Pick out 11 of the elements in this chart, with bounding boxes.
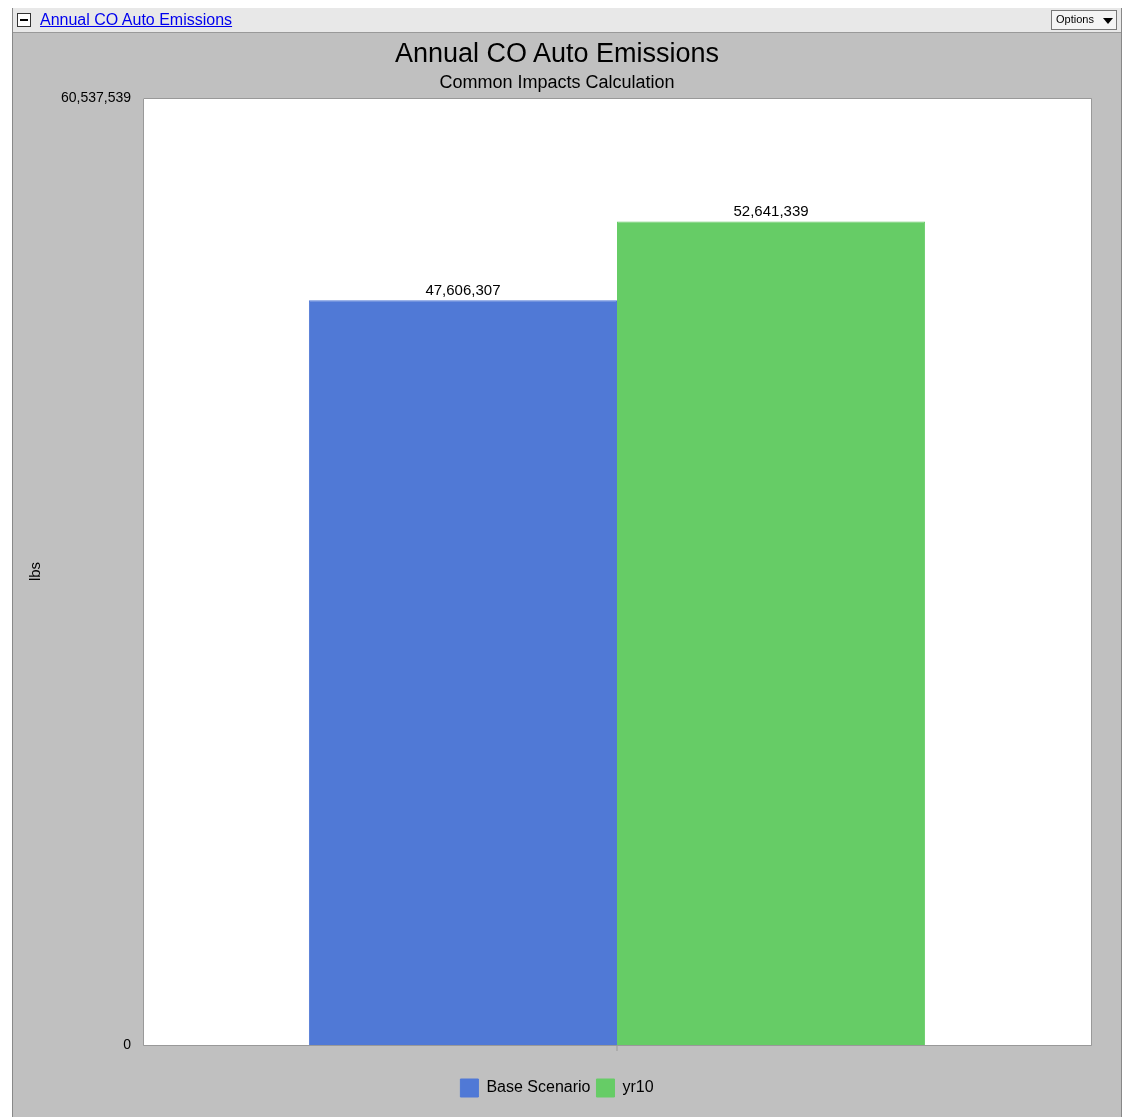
chart-title: Annual CO Auto Emissions — [394, 37, 720, 68]
y-tick-label: 0 — [123, 1035, 132, 1052]
legend-label: Base Scenario — [486, 1078, 591, 1096]
data-label: 52,641,339 — [733, 202, 809, 220]
data-label: 47,606,307 — [425, 280, 501, 298]
legend-label: yr10 — [622, 1078, 654, 1096]
text: Options — [1056, 13, 1094, 25]
chart-subtitle: Common Impacts Calculation — [439, 72, 675, 93]
text: Annual CO Auto Emissions — [40, 11, 233, 29]
y-axis-title: lbs — [26, 561, 44, 582]
y-tick-label: 60,537,539 — [60, 88, 132, 105]
